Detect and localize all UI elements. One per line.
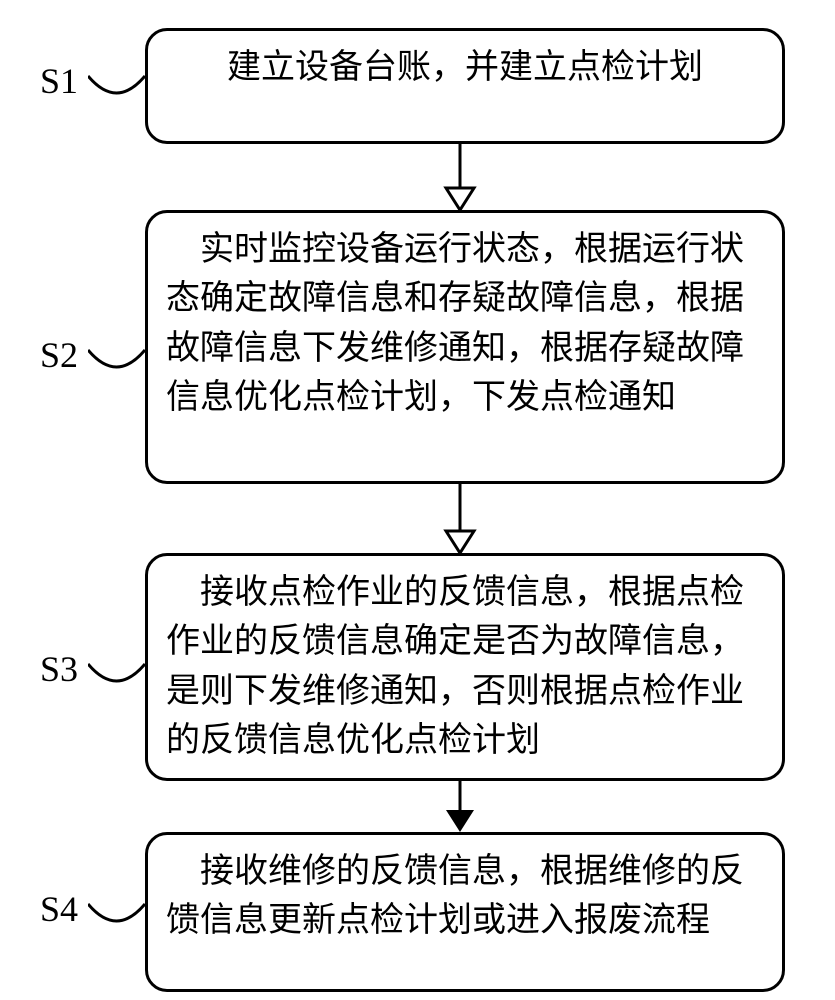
step-label-l4: S4 [40,888,78,930]
step-label-l1: S1 [40,60,78,102]
step-label-l2: S2 [40,334,78,376]
step-box-s1: 建立设备台账，并建立点检计划 [145,28,785,144]
step-label-l3: S3 [40,648,78,690]
arrow-s2-s3 [442,484,478,553]
step-text-s2: 实时监控设备运行状态，根据运行状态确定故障信息和存疑故障信息，根据故障信息下发维… [166,225,764,422]
step-box-s2: 实时监控设备运行状态，根据运行状态确定故障信息和存疑故障信息，根据故障信息下发维… [145,210,785,484]
arrow-s1-s2 [442,144,478,210]
label-connector-l3 [88,656,145,696]
label-connector-l1 [88,68,145,108]
step-text-s3: 接收点检作业的反馈信息，根据点检作业的反馈信息确定是否为故障信息，是则下发维修通… [166,568,764,765]
step-box-s4: 接收维修的反馈信息，根据维修的反馈信息更新点检计划或进入报废流程 [145,832,785,992]
step-text-s4: 接收维修的反馈信息，根据维修的反馈信息更新点检计划或进入报废流程 [166,847,764,946]
label-connector-l2 [88,342,145,382]
step-text-s1: 建立设备台账，并建立点检计划 [166,43,764,92]
label-connector-l4 [88,896,145,936]
arrow-s3-s4 [442,781,478,832]
flowchart-canvas: 建立设备台账，并建立点检计划 实时监控设备运行状态，根据运行状态确定故障信息和存… [0,0,835,1000]
step-box-s3: 接收点检作业的反馈信息，根据点检作业的反馈信息确定是否为故障信息，是则下发维修通… [145,553,785,781]
